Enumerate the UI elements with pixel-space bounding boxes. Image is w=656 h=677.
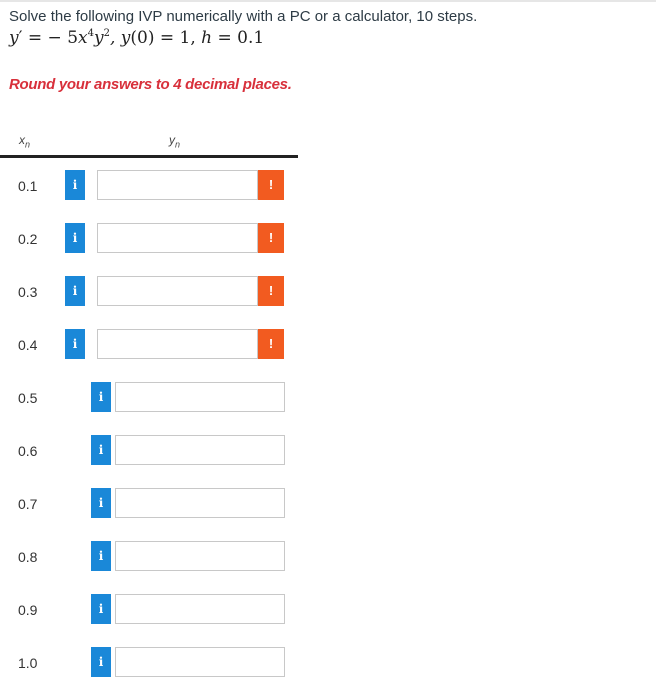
top-divider <box>0 0 656 2</box>
ivp-equation: y′ = − 5x4y2, y(0) = 1, h = 0.1 <box>9 28 265 48</box>
row-x-value: 0.1 <box>18 178 38 194</box>
answer-input[interactable] <box>97 276 258 306</box>
column-header-x: xn <box>19 133 31 150</box>
answer-input[interactable] <box>97 223 258 253</box>
answer-input[interactable] <box>115 435 285 465</box>
question-text: Solve the following IVP numerically with… <box>9 8 478 25</box>
answer-input[interactable] <box>97 329 258 359</box>
row-x-value: 0.3 <box>18 284 38 300</box>
info-icon[interactable]: i <box>65 170 85 200</box>
row-x-value: 0.7 <box>18 496 38 512</box>
info-icon[interactable]: i <box>65 329 85 359</box>
row-x-value: 1.0 <box>18 655 38 671</box>
answer-input[interactable] <box>115 382 285 412</box>
answer-input[interactable] <box>115 488 285 518</box>
info-icon[interactable]: i <box>65 223 85 253</box>
answer-input[interactable] <box>97 170 258 200</box>
header-rule <box>0 155 298 158</box>
row-x-value: 0.5 <box>18 390 38 406</box>
answer-input[interactable] <box>115 594 285 624</box>
info-icon[interactable]: i <box>91 488 111 518</box>
info-icon[interactable]: i <box>91 647 111 677</box>
info-icon[interactable]: i <box>65 276 85 306</box>
warning-icon: ! <box>258 170 284 200</box>
answer-input[interactable] <box>115 647 285 677</box>
warning-icon: ! <box>258 223 284 253</box>
row-x-value: 0.6 <box>18 443 38 459</box>
warning-icon: ! <box>258 276 284 306</box>
row-x-value: 0.4 <box>18 337 38 353</box>
round-instruction: Round your answers to 4 decimal places. <box>9 76 292 93</box>
row-x-value: 0.9 <box>18 602 38 618</box>
info-icon[interactable]: i <box>91 382 111 412</box>
info-icon[interactable]: i <box>91 594 111 624</box>
row-x-value: 0.2 <box>18 231 38 247</box>
row-x-value: 0.8 <box>18 549 38 565</box>
info-icon[interactable]: i <box>91 435 111 465</box>
info-icon[interactable]: i <box>91 541 111 571</box>
column-header-y: yn <box>169 133 181 150</box>
warning-icon: ! <box>258 329 284 359</box>
answer-input[interactable] <box>115 541 285 571</box>
